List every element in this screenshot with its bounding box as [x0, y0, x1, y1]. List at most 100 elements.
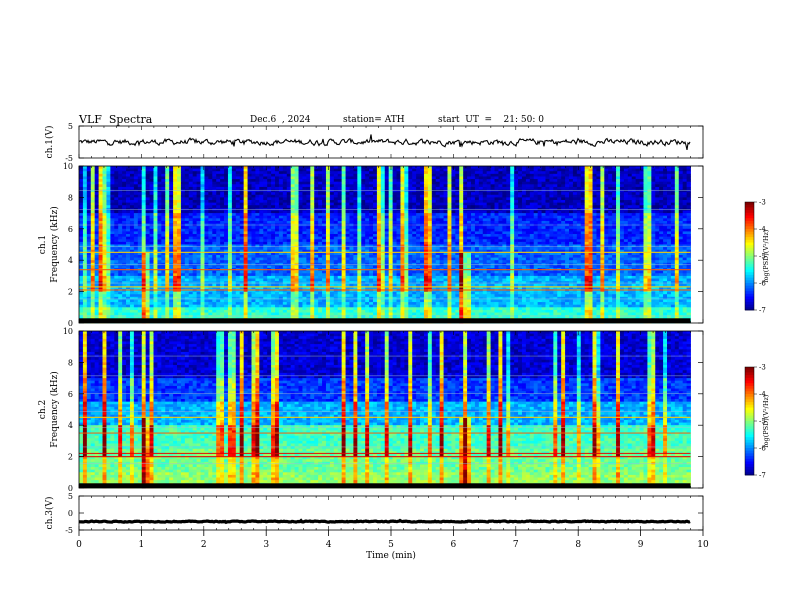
spectrogram-cell — [314, 226, 319, 230]
spectrogram-cell — [267, 215, 272, 219]
spectrogram-cell — [584, 192, 589, 196]
spectrogram-cell — [561, 244, 566, 248]
spectrogram-cell — [161, 205, 166, 209]
spectrogram-cell — [149, 239, 154, 243]
spectrogram-cell — [251, 226, 256, 230]
spectrogram-cell — [298, 244, 303, 248]
spectrogram-cell — [235, 218, 241, 222]
spectrogram-cell — [224, 239, 229, 243]
spectrogram-cell — [576, 213, 582, 217]
spectrogram-cell — [306, 234, 311, 238]
spectrogram-cell — [255, 213, 260, 217]
spectrogram-cell — [192, 173, 197, 177]
spectrogram-cell — [192, 189, 197, 193]
spectrogram-cell — [384, 228, 390, 232]
spectrogram-cell — [404, 168, 409, 172]
spectrogram-cell — [180, 168, 186, 172]
spectrogram-cell — [623, 192, 629, 196]
spectrogram-cell — [612, 168, 617, 172]
spectrogram-cell — [126, 189, 131, 193]
spectrogram-cell — [643, 168, 648, 172]
spectrogram-cell — [275, 215, 280, 219]
spectrogram-cell — [553, 184, 558, 188]
spectrogram-cell — [357, 236, 362, 240]
spectrogram-cell — [200, 247, 205, 251]
spectrogram-cell — [576, 234, 582, 238]
spectrogram-cell — [345, 194, 350, 198]
spectrogram-cell — [82, 231, 88, 235]
spectrogram-cell — [557, 168, 562, 172]
spectrogram-cell — [118, 228, 123, 232]
spectrogram-cell — [686, 179, 691, 183]
spectrogram-cell — [459, 192, 464, 196]
spectrogram-cell — [82, 226, 88, 230]
spectrogram-cell — [525, 239, 531, 243]
spectrogram-cell — [623, 194, 629, 198]
spectrogram-cell — [94, 236, 99, 240]
spectrogram-cell — [639, 186, 644, 190]
spectrogram-cell — [533, 189, 539, 193]
spectrogram-cell — [184, 202, 190, 206]
spectrogram-cell — [196, 186, 201, 190]
spectrogram-cell — [604, 200, 609, 204]
spectrogram-cell — [439, 210, 444, 214]
spectrogram-cell — [506, 166, 511, 170]
spectrogram-cell — [133, 226, 139, 230]
spectrogram-cell — [443, 194, 448, 198]
spectrogram-cell — [537, 218, 542, 222]
spectrogram-cell — [533, 205, 539, 209]
spectrogram-cell — [435, 171, 441, 175]
spectrogram-cell — [212, 186, 217, 190]
spectrogram-cell — [365, 194, 370, 198]
spectrogram-cell — [482, 181, 488, 185]
spectrogram-cell — [553, 179, 558, 183]
spectrogram-cell — [98, 218, 103, 222]
spectrogram-cell — [451, 244, 456, 248]
spectrogram-cell — [584, 184, 589, 188]
spectrogram-cell — [376, 210, 382, 214]
spectrogram-cell — [553, 244, 558, 248]
spectrogram-cell — [392, 179, 397, 183]
spectrogram-cell — [623, 236, 629, 240]
spectrogram-cell — [204, 168, 209, 172]
spectrogram-cell — [98, 200, 103, 204]
spectrogram-cell — [126, 171, 131, 175]
spectrogram-cell — [451, 210, 456, 214]
spectrogram-cell — [431, 205, 437, 209]
spectrogram-cell — [247, 231, 252, 235]
spectrogram-cell — [126, 241, 131, 245]
spectrogram-cell — [521, 234, 527, 238]
spectrogram-cell — [616, 186, 621, 190]
spectrogram-cell — [353, 179, 358, 183]
spectrogram-cell — [682, 213, 687, 217]
spectrogram-cell — [216, 197, 221, 201]
spectrogram-cell — [486, 184, 491, 188]
spectrogram-cell — [447, 220, 452, 224]
spectrogram-cell — [224, 171, 229, 175]
spectrogram-cell — [200, 184, 205, 188]
spectrogram-cell — [94, 168, 99, 172]
spectrogram-cell — [596, 184, 601, 188]
spectrogram-cell — [349, 220, 354, 224]
spectrogram-cell — [184, 186, 190, 190]
spectrogram-cell — [663, 231, 668, 235]
spectrogram-cell — [400, 226, 405, 230]
spectrogram-cell — [412, 166, 417, 170]
spectrogram-cell — [271, 215, 276, 219]
spectrogram-cell — [639, 210, 644, 214]
spectrogram-cell — [502, 241, 507, 245]
spectrogram-cell — [651, 228, 656, 232]
spectrogram-cell — [514, 239, 519, 243]
spectrogram-cell — [529, 192, 535, 196]
spectrogram-cell — [404, 176, 409, 180]
spectrogram-cell — [133, 244, 139, 248]
spectrogram-cell — [267, 192, 272, 196]
spectrogram-cell — [349, 184, 354, 188]
spectrogram-cell — [224, 197, 229, 201]
spectrogram-cell — [333, 231, 339, 235]
spectrogram-cell — [459, 210, 464, 214]
spectrogram-cell — [502, 197, 507, 201]
spectrogram-cell — [251, 202, 256, 206]
spectrogram-cell — [224, 202, 229, 206]
spectrogram-cell — [267, 176, 272, 180]
